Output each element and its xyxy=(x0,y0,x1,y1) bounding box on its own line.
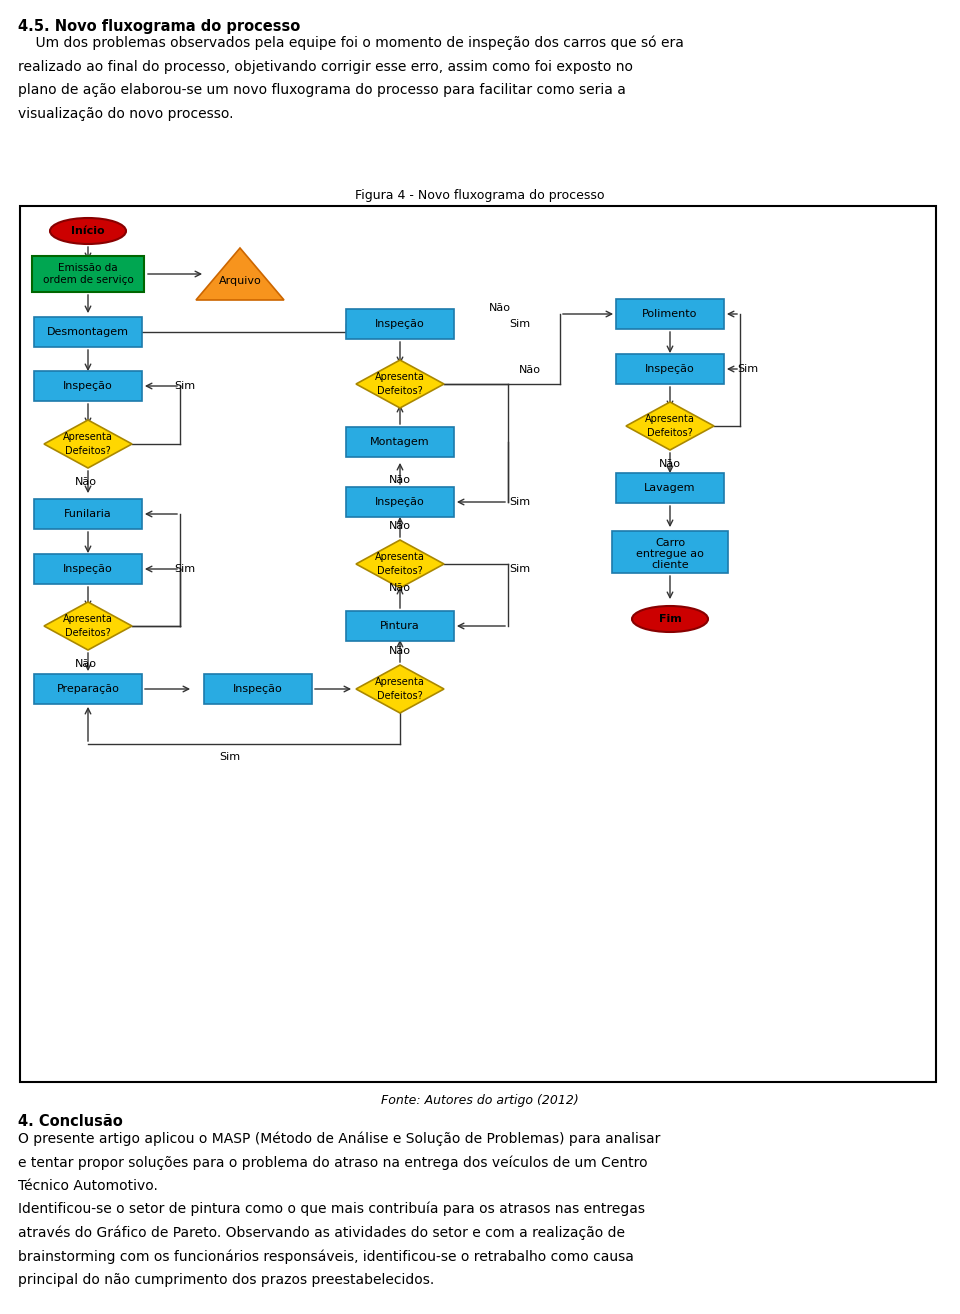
Text: Figura 4 - Novo fluxograma do processo: Figura 4 - Novo fluxograma do processo xyxy=(355,189,605,202)
Text: Sim: Sim xyxy=(175,564,196,574)
Text: Inspeção: Inspeção xyxy=(645,364,695,374)
FancyBboxPatch shape xyxy=(34,371,142,401)
Text: Sim: Sim xyxy=(175,381,196,392)
Text: Inspeção: Inspeção xyxy=(375,319,425,328)
Text: Sim: Sim xyxy=(737,364,758,374)
FancyBboxPatch shape xyxy=(34,317,142,347)
FancyBboxPatch shape xyxy=(20,206,936,1081)
Text: Não: Não xyxy=(75,477,97,487)
Text: Desmontagem: Desmontagem xyxy=(47,327,129,336)
Text: Funilaria: Funilaria xyxy=(64,509,112,519)
Text: 4.5. Novo fluxograma do processo: 4.5. Novo fluxograma do processo xyxy=(18,18,300,34)
FancyBboxPatch shape xyxy=(346,487,454,516)
Text: entregue ao: entregue ao xyxy=(636,549,704,558)
Text: Não: Não xyxy=(519,365,541,374)
Polygon shape xyxy=(44,420,132,468)
Text: Carro: Carro xyxy=(655,537,685,548)
Text: Preparação: Preparação xyxy=(57,685,119,694)
Text: Não: Não xyxy=(389,583,411,593)
Text: Polimento: Polimento xyxy=(642,309,698,319)
FancyBboxPatch shape xyxy=(346,427,454,457)
Ellipse shape xyxy=(632,606,708,632)
Text: Defeitos?: Defeitos? xyxy=(377,691,422,700)
Polygon shape xyxy=(626,402,714,449)
Text: Não: Não xyxy=(389,646,411,656)
Text: Um dos problemas observados pela equipe foi o momento de inspeção dos carros que: Um dos problemas observados pela equipe … xyxy=(18,35,684,121)
Text: Apresenta: Apresenta xyxy=(645,414,695,424)
Text: Inspeção: Inspeção xyxy=(375,497,425,507)
Text: Montagem: Montagem xyxy=(371,438,430,447)
Text: cliente: cliente xyxy=(651,560,689,570)
FancyBboxPatch shape xyxy=(346,611,454,641)
Text: O presente artigo aplicou o MASP (Método de Análise e Solução de Problemas) para: O presente artigo aplicou o MASP (Método… xyxy=(18,1131,660,1193)
Text: Apresenta: Apresenta xyxy=(375,677,425,687)
Polygon shape xyxy=(44,602,132,650)
Text: Não: Não xyxy=(659,459,681,469)
Text: Identificou-se o setor de pintura como o que mais contribuía para os atrasos nas: Identificou-se o setor de pintura como o… xyxy=(18,1201,645,1288)
Text: Arquivo: Arquivo xyxy=(219,276,261,286)
Text: Lavagem: Lavagem xyxy=(644,484,696,493)
Text: Sim: Sim xyxy=(510,319,531,328)
FancyBboxPatch shape xyxy=(34,499,142,530)
FancyBboxPatch shape xyxy=(32,256,144,292)
Polygon shape xyxy=(356,360,444,409)
Text: 4. Conclusão: 4. Conclusão xyxy=(18,1114,123,1129)
Polygon shape xyxy=(356,540,444,587)
Text: Inspeção: Inspeção xyxy=(63,381,113,392)
Text: Sim: Sim xyxy=(220,752,241,762)
Text: Sim: Sim xyxy=(510,497,531,507)
Ellipse shape xyxy=(50,218,126,244)
Polygon shape xyxy=(196,248,284,300)
Text: Não: Não xyxy=(75,660,97,669)
Text: Fonte: Autores do artigo (2012): Fonte: Autores do artigo (2012) xyxy=(381,1095,579,1106)
FancyBboxPatch shape xyxy=(34,555,142,583)
Text: Apresenta: Apresenta xyxy=(63,614,113,624)
Text: Início: Início xyxy=(71,226,105,237)
FancyBboxPatch shape xyxy=(616,473,724,503)
FancyBboxPatch shape xyxy=(34,674,142,704)
Text: Apresenta: Apresenta xyxy=(375,552,425,562)
Text: Não: Não xyxy=(489,304,511,313)
FancyBboxPatch shape xyxy=(616,300,724,328)
Text: Inspeção: Inspeção xyxy=(63,564,113,574)
Text: Apresenta: Apresenta xyxy=(375,372,425,382)
Text: Inspeção: Inspeção xyxy=(233,685,283,694)
Text: Defeitos?: Defeitos? xyxy=(65,628,110,639)
FancyBboxPatch shape xyxy=(612,531,728,573)
Text: Apresenta: Apresenta xyxy=(63,432,113,442)
Text: Sim: Sim xyxy=(510,564,531,574)
FancyBboxPatch shape xyxy=(204,674,312,704)
Text: Não: Não xyxy=(389,474,411,485)
Text: Defeitos?: Defeitos? xyxy=(647,428,693,438)
Text: Defeitos?: Defeitos? xyxy=(377,566,422,576)
Polygon shape xyxy=(356,665,444,714)
Text: Defeitos?: Defeitos? xyxy=(65,445,110,456)
FancyBboxPatch shape xyxy=(346,309,454,339)
Text: Defeitos?: Defeitos? xyxy=(377,386,422,396)
Text: Fim: Fim xyxy=(659,614,682,624)
Text: Pintura: Pintura xyxy=(380,622,420,631)
Text: Emissão da: Emissão da xyxy=(59,263,118,273)
FancyBboxPatch shape xyxy=(616,353,724,384)
Text: ordem de serviço: ordem de serviço xyxy=(42,275,133,285)
Text: Não: Não xyxy=(389,520,411,531)
